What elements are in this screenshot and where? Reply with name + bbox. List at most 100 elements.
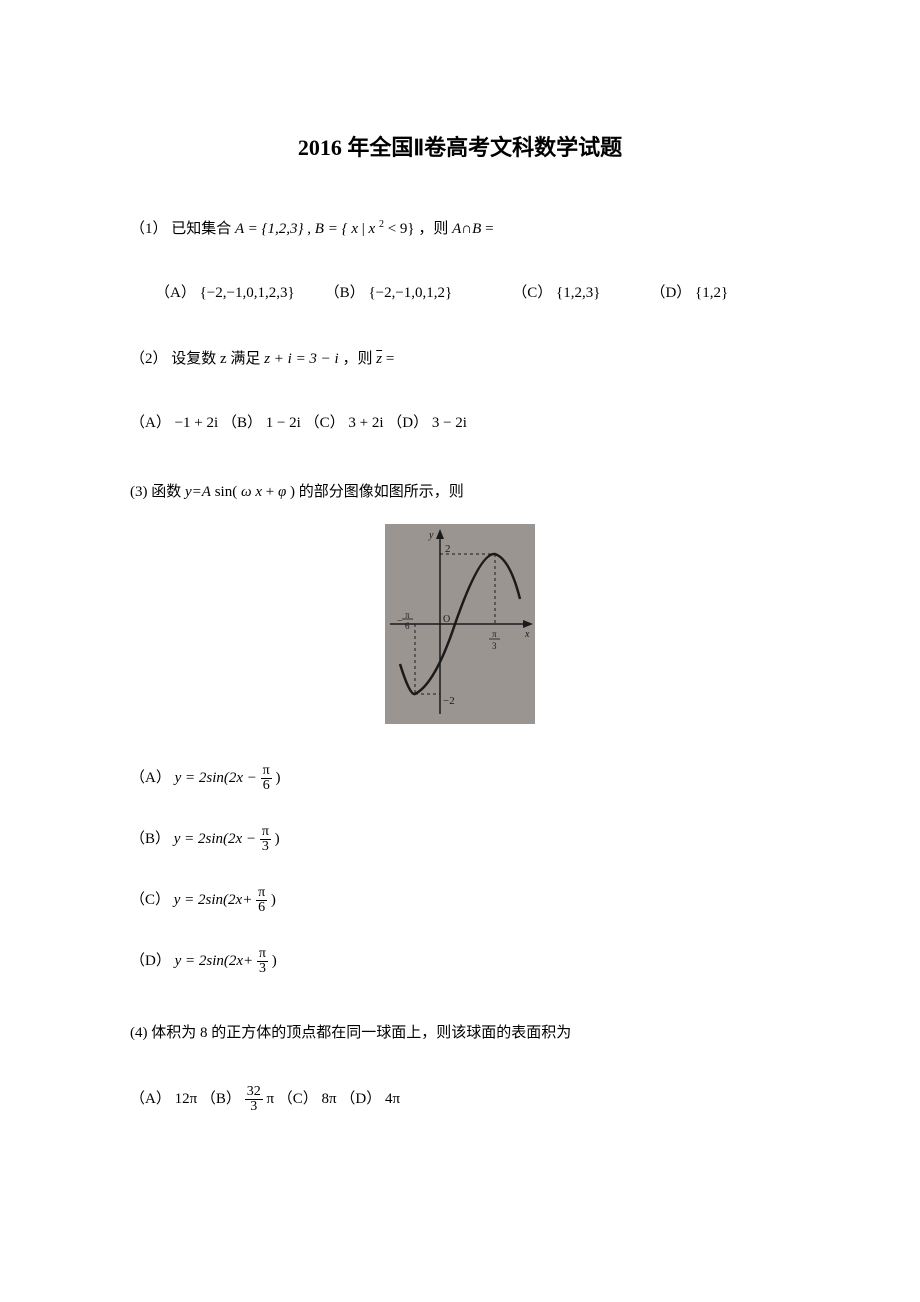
q3-opt-c-frac: π 6 xyxy=(256,886,267,915)
q4-opt-b-den: 3 xyxy=(245,1100,263,1114)
q1-opt-b: （B） {−2,−1,0,1,2} xyxy=(325,281,453,302)
q2-opt-a-label: （A） xyxy=(130,415,171,431)
q1-set-b-end: < 9} xyxy=(388,221,415,237)
q3-opt-a-num: π xyxy=(261,764,272,779)
x-axis-label: x xyxy=(524,629,530,640)
q1-set-b-var: x xyxy=(351,221,358,237)
y-max-label: 2 xyxy=(445,543,451,555)
q3-plus: + xyxy=(266,484,278,500)
q1-eq: = xyxy=(485,221,493,237)
q4-opt-d-val: 4π xyxy=(385,1091,400,1107)
question-1: （1） 已知集合 A = {1,2,3} , B = { x | x 2 < 9… xyxy=(130,217,790,241)
x-right-den: 3 xyxy=(492,641,497,651)
q3-opt-a-post: ) xyxy=(275,770,280,786)
q3-opt-b-num: π xyxy=(260,825,271,840)
q1-opt-c: （C） {1,2,3} xyxy=(512,281,600,302)
q3-opt-d-post: ) xyxy=(272,953,277,969)
q3-opt-c-num: π xyxy=(256,886,267,901)
q3-opt-c-den: 6 xyxy=(256,901,267,915)
q3-opt-b-label: （B） xyxy=(130,831,170,847)
q3-opt-c-label: （C） xyxy=(130,892,170,908)
origin-label: O xyxy=(443,614,450,625)
q3-opt-a: （A） y = 2sin(2x − π 6 ) xyxy=(130,764,790,793)
q3-opt-b-post: ) xyxy=(275,831,280,847)
q3-opt-b: （B） y = 2sin(2x − π 3 ) xyxy=(130,825,790,854)
q3-opt-b-den: 3 xyxy=(260,840,271,854)
question-2: （2） 设复数 z 满足 z + i = 3 − i ，则 z = xyxy=(130,347,790,371)
x-left-den: 6 xyxy=(405,621,410,631)
q1-opt-a-label: （A） xyxy=(155,285,196,301)
q4-opt-b-num: 32 xyxy=(245,1085,263,1100)
q3-text-post: 的部分图像如图所示，则 xyxy=(299,484,464,500)
q2-opt-d-label: （D） xyxy=(387,415,428,431)
q4-opt-c-val: 8π xyxy=(322,1091,337,1107)
q3-num: (3) xyxy=(130,484,151,500)
q3-graph-svg: 2 −2 O x y π 6 − π 3 xyxy=(385,524,535,724)
q4-opt-d-label: （D） xyxy=(340,1091,381,1107)
q1-options: （A） {−2,−1,0,1,2,3} （B） {−2,−1,0,1,2} （C… xyxy=(155,281,790,302)
q2-eq: = xyxy=(386,351,394,367)
q1-mid2: ，则 xyxy=(418,221,452,237)
q3-graph-container: 2 −2 O x y π 6 − π 3 xyxy=(130,524,790,729)
q1-opt-c-label: （C） xyxy=(512,285,552,301)
q2-zbar: z xyxy=(376,351,382,367)
question-4: (4) 体积为 8 的正方体的顶点都在同一球面上，则该球面的表面积为 xyxy=(130,1021,790,1045)
q1-set-b-mid: | xyxy=(362,221,369,237)
q4-opt-b-label: （B） xyxy=(201,1091,241,1107)
q1-opt-b-label: （B） xyxy=(325,285,365,301)
q3-opt-d-num: π xyxy=(257,947,268,962)
q1-set-b-cond: x xyxy=(369,221,376,237)
q4-opt-b-post: π xyxy=(266,1091,274,1107)
q1-opt-d-val: {1,2} xyxy=(695,285,728,301)
q1-set-b-sup: 2 xyxy=(379,219,384,230)
q4-opt-c-label: （C） xyxy=(278,1091,318,1107)
q3-opt-a-label: （A） xyxy=(130,770,171,786)
q3-graph: 2 −2 O x y π 6 − π 3 xyxy=(385,524,535,724)
q3-opt-b-pre: y = 2sin(2x − xyxy=(174,831,260,847)
q2-num: （2） xyxy=(130,351,168,367)
q1-result: A∩B xyxy=(452,221,481,237)
q3-opt-d-den: 3 xyxy=(257,962,268,976)
q4-opt-a-val: 12π xyxy=(175,1091,198,1107)
q1-text-pre: 已知集合 xyxy=(171,221,235,237)
q2-opt-b-label: （B） xyxy=(222,415,262,431)
q3-sin: sin( xyxy=(215,484,238,500)
q2-options: （A） −1 + 2i （B） 1 − 2i （C） 3 + 2i （D） 3 … xyxy=(130,411,790,435)
q4-opt-b-frac: 32 3 xyxy=(245,1085,263,1114)
q2-opt-c-label: （C） xyxy=(305,415,345,431)
x-left-num: π xyxy=(405,610,410,620)
x-left-neg: − xyxy=(397,616,403,627)
q2-opt-b-val: 1 − 2i xyxy=(266,415,301,431)
page-title: 2016 年全国Ⅱ卷高考文科数学试题 xyxy=(130,130,790,162)
q2-opt-c-val: 3 + 2i xyxy=(348,415,383,431)
q3-varx: x xyxy=(255,484,262,500)
q2-opt-d-val: 3 − 2i xyxy=(432,415,467,431)
q1-num: （1） xyxy=(130,221,168,237)
q1-mid1: , xyxy=(307,221,315,237)
q3-omega: ω xyxy=(241,484,252,500)
q3-func: y=A xyxy=(185,484,211,500)
q2-eq1: z + i = 3 − i xyxy=(264,351,339,367)
q3-opt-b-frac: π 3 xyxy=(260,825,271,854)
q2-text-pre: 设复数 z 满足 xyxy=(171,351,264,367)
q4-options: （A） 12π （B） 32 3 π （C） 8π （D） 4π xyxy=(130,1085,790,1114)
q2-mid: ，则 xyxy=(342,351,376,367)
q3-opt-d: （D） y = 2sin(2x+ π 3 ) xyxy=(130,947,790,976)
q3-opt-a-den: 6 xyxy=(261,779,272,793)
q1-opt-b-val: {−2,−1,0,1,2} xyxy=(368,285,452,301)
q4-text: 体积为 8 的正方体的顶点都在同一球面上，则该球面的表面积为 xyxy=(151,1025,571,1041)
q3-opt-d-frac: π 3 xyxy=(257,947,268,976)
q1-opt-d-label: （D） xyxy=(650,285,691,301)
q3-opt-a-frac: π 6 xyxy=(261,764,272,793)
q3-opt-c: （C） y = 2sin(2x+ π 6 ) xyxy=(130,886,790,915)
q3-opt-c-post: ) xyxy=(271,892,276,908)
q3-opt-d-pre: y = 2sin(2x+ xyxy=(175,953,254,969)
q3-text-pre: 函数 xyxy=(151,484,185,500)
q1-opt-c-val: {1,2,3} xyxy=(556,285,600,301)
q1-opt-a-val: {−2,−1,0,1,2,3} xyxy=(200,285,295,301)
q1-opt-a: （A） {−2,−1,0,1,2,3} xyxy=(155,281,295,302)
q1-set-b-pre: B = { xyxy=(315,221,348,237)
q2-opt-a-val: −1 + 2i xyxy=(175,415,219,431)
q4-opt-a-label: （A） xyxy=(130,1091,171,1107)
q3-opt-c-pre: y = 2sin(2x+ xyxy=(174,892,253,908)
